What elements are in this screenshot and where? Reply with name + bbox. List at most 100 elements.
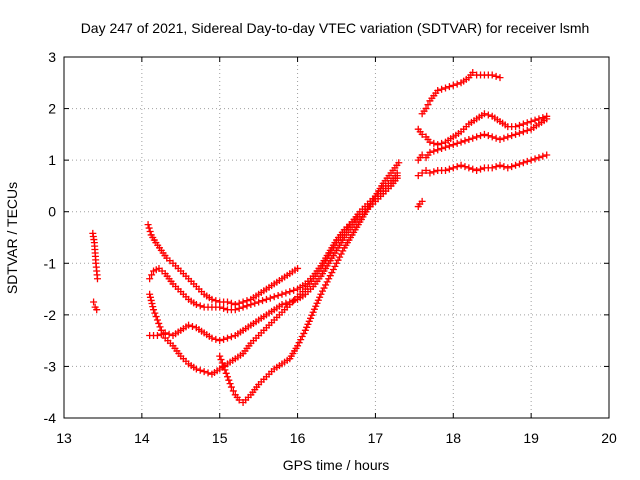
data-point [196,302,204,310]
data-point [430,147,438,155]
data-point [282,299,290,307]
data-point [185,321,193,329]
data-point [461,163,469,171]
data-point [316,293,324,301]
data-point [426,138,434,146]
data-point [295,339,303,347]
data-point [326,272,334,280]
x-tick-label: 15 [212,430,228,446]
data-point [146,227,154,235]
data-point [438,85,446,93]
data-point [165,330,173,338]
data-point [473,166,481,174]
data-point [477,132,485,140]
data-point [465,136,473,144]
data-point [512,130,520,138]
data-point [90,298,98,306]
data-point [333,259,340,267]
x-tick-label: 13 [56,430,72,446]
y-axis-label: SDTVAR / TECUs [4,182,20,294]
data-point [286,288,294,296]
x-tick-label: 16 [290,430,306,446]
data-point [208,334,216,342]
data-point [434,141,442,149]
plot-area [89,68,551,407]
data-point [231,306,239,314]
data-point [527,156,535,164]
data-point [457,161,465,169]
data-point [418,169,426,177]
data-point [150,306,158,314]
data-point [543,151,551,159]
data-point [93,306,101,314]
data-point [484,132,492,140]
data-point [430,139,438,147]
data-point [144,221,152,229]
data-point [496,161,504,169]
data-point [480,110,488,118]
data-point [337,250,345,258]
data-point [226,380,234,388]
data-point [216,303,224,311]
data-point [262,295,270,303]
data-point [192,301,200,309]
data-point [426,169,434,177]
data-point [422,166,430,174]
data-point [274,292,282,300]
data-point [303,323,311,331]
data-point [320,284,328,292]
data-point [445,142,453,150]
data-point [453,139,461,147]
data-point [473,133,481,141]
y-tick-label: 1 [48,152,56,168]
data-point [278,301,286,309]
data-point [339,247,347,255]
data-point [93,275,101,283]
data-point [543,112,551,120]
data-point [395,159,403,167]
data-point [217,356,225,364]
data-point [527,117,535,125]
data-point [445,165,453,173]
data-point [278,290,286,298]
data-point [519,159,527,167]
data-point [247,301,255,309]
data-point [531,155,539,163]
data-point [229,387,237,395]
data-point [539,152,547,160]
data-point [145,224,153,232]
data-point [496,136,504,144]
data-point [531,116,539,124]
data-point [196,366,204,374]
data-point [294,342,302,350]
y-tick-label: -4 [44,410,57,426]
data-point [424,101,432,109]
data-point [457,138,465,146]
data-point [496,74,504,82]
data-point [153,316,161,324]
data-point [331,262,339,270]
data-point [216,352,224,360]
data-point [488,71,496,79]
x-tick-label: 19 [523,430,539,446]
data-point [430,168,438,176]
data-point [220,335,228,343]
data-point [149,303,157,311]
data-point [515,160,523,168]
data-point [259,297,267,305]
y-tick-label: -1 [44,255,57,271]
data-point [313,299,321,307]
data-point [225,376,233,384]
data-point [461,137,469,145]
data-point [314,296,322,304]
data-point [336,253,344,261]
data-point [308,311,316,319]
data-point [469,165,477,173]
data-point [148,271,156,279]
data-point [155,319,163,327]
chart-title: Day 247 of 2021, Sidereal Day-to-day VTE… [81,20,590,36]
data-point [422,105,430,113]
data-point [535,115,543,123]
y-tick-label: 2 [48,101,56,117]
